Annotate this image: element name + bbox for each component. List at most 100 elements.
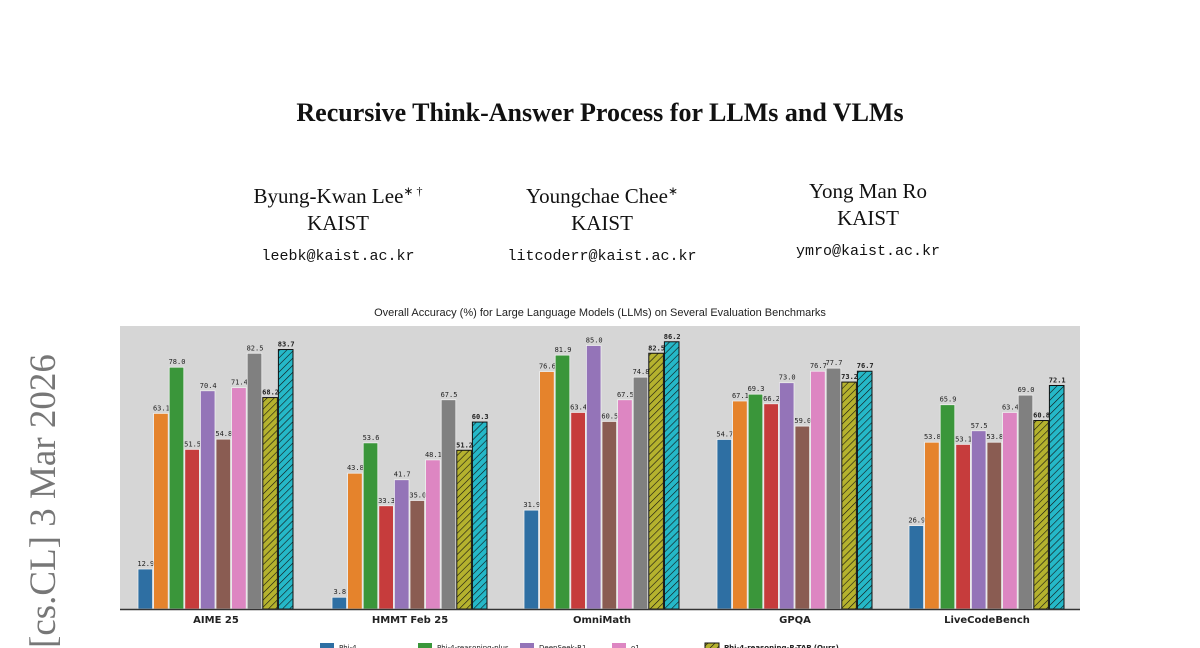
bar: [1002, 412, 1018, 610]
bar: [215, 438, 232, 610]
bar: [747, 393, 764, 610]
legend-swatch: [320, 643, 334, 648]
bar: [632, 376, 649, 610]
bar: [763, 403, 779, 610]
legend-label: Phi-4-reasoning-R-TAP (Ours): [724, 644, 839, 648]
bar-hatch: [456, 450, 472, 609]
author-name: Youngchae Chee: [526, 184, 668, 208]
bar: [601, 421, 618, 610]
bar-value-label: 3.8: [333, 588, 346, 596]
legend-label: DeepSeek-R1: [539, 644, 586, 648]
bar-value-label: 48.1: [425, 451, 442, 459]
bar: [347, 472, 363, 610]
bar-value-label: 78.0: [169, 358, 186, 366]
legend-label: Phi-4-reasoning-plus: [437, 644, 509, 648]
bar-value-label: 35.0: [409, 492, 426, 500]
legend-label: o1: [631, 644, 640, 648]
x-tick-label: AIME 25: [193, 615, 239, 626]
bar-value-label: 69.3: [748, 385, 765, 393]
legend-swatch: [520, 643, 534, 648]
bar-value-label: 70.4: [200, 382, 217, 390]
bar-value-label: 77.7: [826, 359, 843, 367]
bar-value-label: 83.7: [278, 341, 295, 349]
bar-value-label: 33.3: [378, 497, 395, 505]
bar-hatch: [648, 353, 664, 609]
bar-value-label: 60.3: [472, 413, 489, 421]
bar: [137, 568, 154, 610]
bar-value-label: 85.0: [586, 337, 603, 345]
author-email[interactable]: leebk@kaist.ac.kr: [261, 248, 415, 265]
bar: [794, 425, 811, 610]
bar: [523, 509, 540, 610]
x-tick-label: OmniMath: [573, 615, 631, 626]
bar-value-label: 63.4: [570, 403, 587, 411]
bar-hatch: [278, 349, 293, 609]
bar-value-label: 26.9: [908, 517, 925, 525]
bar-value-label: 53.8: [986, 433, 1003, 441]
paper-title: Recursive Think-Answer Process for LLMs …: [296, 98, 904, 127]
bar: [617, 399, 633, 610]
bar-value-label: 60.8: [1033, 412, 1050, 420]
author-marks: ∗ †: [403, 184, 423, 198]
bar-hatch: [857, 371, 872, 609]
author-name: Yong Man Ro: [808, 179, 928, 203]
bar-value-label: 63.4: [1002, 403, 1019, 411]
bar: [570, 412, 586, 610]
bar-value-label: 86.2: [664, 333, 681, 341]
bar: [971, 430, 987, 610]
bar-value-label: 76.6: [539, 363, 556, 371]
author-3: Yong Man Ro KAIST ymro@kaist.ac.kr: [738, 178, 998, 265]
bar-value-label: 82.5: [648, 344, 665, 352]
bar-value-label: 76.7: [810, 362, 827, 370]
x-tick-label: HMMT Feb 25: [372, 615, 448, 626]
bar: [246, 352, 263, 610]
x-tick-label: LiveCodeBench: [944, 615, 1030, 626]
author-affiliation: KAIST: [307, 211, 369, 235]
bar: [409, 500, 426, 610]
bar: [393, 479, 410, 610]
bar-value-label: 43.8: [347, 464, 364, 472]
bar: [199, 390, 216, 610]
bar-value-label: 68.2: [262, 389, 279, 397]
bar-value-label: 69.0: [1018, 386, 1035, 394]
legend-label: Phi-4: [339, 644, 357, 648]
bar: [425, 459, 441, 610]
bar: [554, 354, 571, 610]
bar: [825, 367, 842, 610]
author-email[interactable]: ymro@kaist.ac.kr: [795, 243, 941, 260]
bar-hatch: [841, 382, 857, 609]
bar-hatch: [664, 341, 679, 609]
bar: [732, 400, 748, 610]
bar-hatch: [1049, 385, 1064, 609]
bar: [716, 439, 733, 610]
bar: [908, 525, 925, 610]
bar: [168, 366, 185, 610]
bar-value-label: 51.5: [184, 440, 201, 448]
bar-value-label: 59.0: [794, 417, 811, 425]
bar-value-label: 81.9: [555, 346, 572, 354]
bar-value-label: 67.5: [617, 391, 634, 399]
bar: [153, 412, 169, 610]
author-marks: ∗: [667, 184, 678, 198]
legend-swatch: [612, 643, 626, 648]
bar-value-label: 66.2: [763, 395, 780, 403]
author-email[interactable]: litcoderr@kaist.ac.kr: [507, 248, 697, 265]
bar-value-label: 73.2: [841, 373, 858, 381]
bar: [586, 345, 602, 610]
bar-value-label: 41.7: [394, 471, 411, 479]
bar: [539, 371, 555, 610]
bar-value-label: 63.1: [153, 404, 170, 412]
bar-value-label: 54.8: [215, 430, 232, 438]
bar: [779, 382, 795, 610]
bar-value-label: 60.5: [601, 412, 618, 420]
x-tick-label: GPQA: [779, 615, 811, 626]
bar-value-label: 82.5: [247, 344, 264, 352]
bar-value-label: 67.5: [441, 391, 458, 399]
bar-value-label: 31.9: [523, 501, 540, 509]
bar-value-label: 57.5: [971, 422, 988, 430]
chart-title: Overall Accuracy (%) for Large Language …: [374, 307, 826, 319]
author-2: Youngchae Chee∗ KAIST litcoderr@kaist.ac…: [472, 178, 732, 270]
bar-value-label: 71.4: [231, 379, 248, 387]
bar-value-label: 72.1: [1049, 376, 1066, 384]
